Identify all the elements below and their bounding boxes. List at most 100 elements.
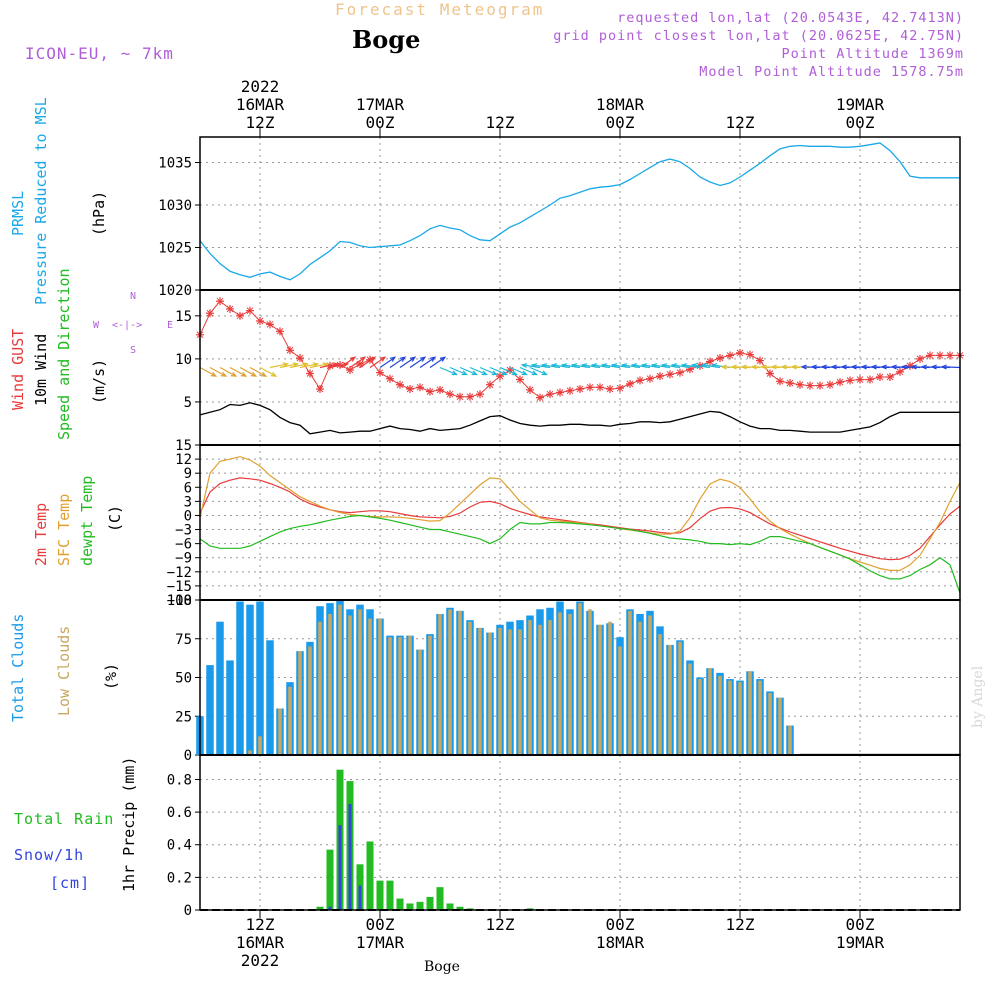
gust-marker-d2: [516, 376, 524, 383]
wind-arrow-shaft: [509, 366, 527, 376]
wind-arrow-shaft: [259, 366, 277, 377]
wind-arrow-shaft: [459, 366, 477, 376]
low-cloud-bar: [768, 693, 772, 755]
wind-arrow-shaft: [219, 366, 237, 377]
gust-marker-d2: [656, 372, 664, 380]
wind-arrow: [249, 366, 268, 377]
gust-marker-d2: [836, 378, 844, 386]
wind-arrow-head: [740, 364, 747, 370]
y-tick-label: −3: [175, 523, 192, 539]
gust-marker: [386, 374, 394, 383]
gust-marker: [536, 393, 544, 402]
top-date-label: 16MAR: [236, 95, 285, 114]
bottom-date-label: 16MAR: [236, 933, 285, 952]
y-tick-label: 25: [175, 709, 192, 725]
gust-marker-d2: [286, 346, 294, 354]
gust-marker: [776, 377, 784, 386]
wind-arrow-shaft: [269, 363, 288, 369]
t2m-line: [199, 477, 961, 561]
gust-marker-d2: [676, 369, 684, 377]
gust-marker-d2: [456, 393, 464, 401]
snow-bar: [328, 906, 332, 910]
low-cloud-bar: [688, 663, 692, 755]
wind10-line: [199, 402, 960, 435]
gust-marker: [476, 390, 484, 399]
low-cloud-bar: [468, 621, 472, 755]
gust-marker: [726, 351, 734, 360]
requested-coords: requested lon,lat (20.0543E, 42.7413N): [617, 10, 964, 26]
wind-arrow-head: [359, 356, 367, 362]
gust-marker-d2: [526, 386, 534, 394]
wind-arrow-head: [461, 370, 469, 376]
low-cloud-bar: [668, 644, 672, 755]
wind-arrow-shaft: [622, 364, 641, 369]
wind-arrow: [469, 366, 489, 376]
gust-marker-d2: [546, 390, 554, 398]
top-date-label: 19MAR: [836, 95, 885, 114]
wind-arrow: [940, 364, 961, 370]
wind-arrow-head: [409, 356, 417, 362]
wind-arrow-head: [471, 370, 479, 376]
total-cloud-bar: [266, 640, 274, 755]
wind-arrow: [550, 363, 571, 369]
wind-arrow-shaft: [359, 356, 376, 368]
wind-arrow-head: [379, 356, 387, 362]
panel-frame: [199, 136, 961, 291]
wind-arrow-head: [312, 362, 320, 368]
gust-marker-d2: [896, 368, 904, 376]
gust-marker: [226, 304, 234, 313]
gust-marker-d2: [746, 351, 754, 358]
wind-arrow-shaft: [339, 356, 356, 368]
wind-arrow-head: [429, 356, 437, 362]
low-cloud-bar: [738, 682, 742, 755]
top-hour-label: 00Z: [606, 113, 635, 132]
wind-arrow: [489, 366, 509, 376]
wind-arrow-shaft: [289, 363, 308, 369]
wind-arrow-head: [720, 364, 727, 370]
wind-arrow-shaft: [279, 363, 298, 369]
low-cloud-bar: [398, 637, 402, 755]
bottom-hour-label: 00Z: [366, 915, 395, 934]
wind-arrow-shaft: [672, 364, 691, 369]
wind-arrow-shaft: [702, 364, 721, 369]
gust-marker: [236, 311, 244, 320]
wind-arrow-head: [670, 363, 678, 369]
gust-marker-d2: [566, 387, 574, 395]
wind-arrow: [259, 366, 278, 377]
gust-marker: [556, 388, 564, 397]
y-tick-label: 100: [167, 593, 192, 609]
model-point-altitude: Model Point Altitude 1578.75m: [699, 64, 964, 80]
wind-arrow-shaft: [429, 356, 446, 368]
low-cloud-bar: [578, 603, 582, 755]
gust-marker-d2: [606, 385, 614, 393]
gust-marker: [466, 392, 474, 401]
bottom-hour-label: 12Z: [486, 915, 515, 934]
y-tick-label: 0.8: [167, 772, 192, 788]
gust-marker-d2: [766, 370, 774, 377]
wind-arrow-shaft: [239, 366, 257, 377]
gust-marker-d2: [816, 382, 824, 389]
y-tick-label: 1030: [158, 198, 192, 214]
gust-marker-d2: [946, 352, 954, 359]
gust-marker-d2: [666, 371, 674, 378]
wind-arrow-head: [511, 370, 519, 376]
wind-arrow: [479, 366, 499, 376]
wind-arrow-shaft: [399, 356, 416, 368]
gust-marker-d2: [446, 390, 454, 398]
dewpt-line: [199, 514, 961, 594]
panel-1-grid: 5 10 15: [175, 290, 960, 445]
wind-arrow-shaft: [319, 363, 338, 369]
gust-marker-d2: [376, 369, 384, 377]
gust-marker: [596, 383, 604, 392]
wind-arrow: [610, 363, 631, 369]
rain-bar: [426, 896, 434, 910]
gust-marker-d2: [416, 383, 424, 391]
gust-marker: [406, 385, 414, 394]
wind-arrow-shaft: [519, 366, 537, 376]
top-hour-label: 12Z: [726, 113, 755, 132]
wind-arrow: [509, 366, 529, 376]
gust-marker: [846, 376, 854, 385]
gust-marker-d2: [216, 297, 224, 305]
low-cloud-bar: [618, 646, 622, 755]
